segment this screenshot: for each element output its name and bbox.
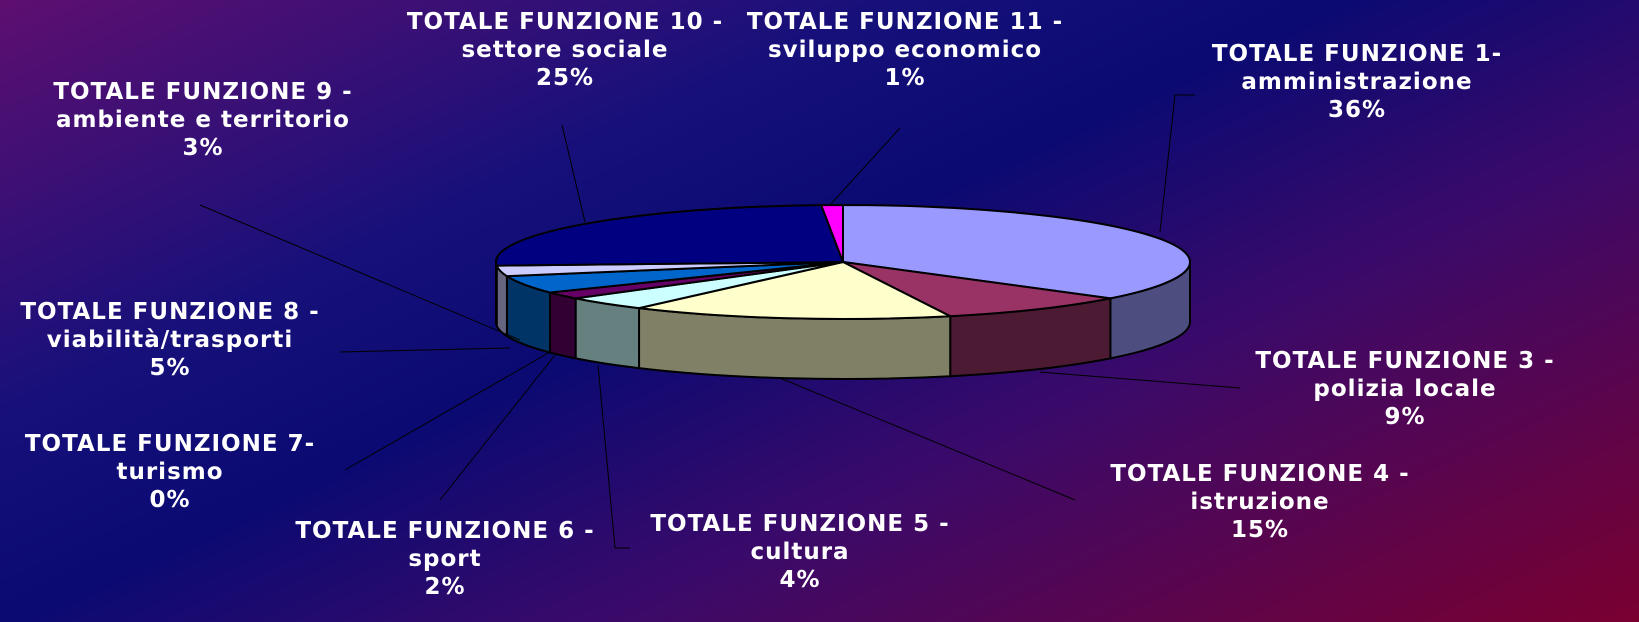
leader-line	[1039, 371, 1241, 389]
slice	[503, 261, 844, 354]
slice-label: TOTALE FUNZIONE 10 - settore sociale	[406, 9, 724, 63]
value-label: 1%	[884, 65, 926, 91]
slice-label: TOTALE FUNZIONE 8 - viabilità/trasporti	[20, 299, 320, 353]
value-label: 3%	[182, 135, 224, 161]
slice	[842, 203, 1191, 360]
slice-label: TOTALE FUNZIONE 3 - polizia locale	[1255, 348, 1555, 402]
value-label: 9%	[1384, 404, 1426, 430]
leader-line	[779, 377, 1076, 501]
slice-label: TOTALE FUNZIONE 4 - istruzione	[1110, 461, 1410, 515]
slice-side	[495, 261, 498, 326]
slice-label: TOTALE FUNZIONE 7- turismo	[24, 431, 316, 485]
leader-line	[1159, 94, 1195, 233]
slice-top	[842, 203, 1191, 300]
value-label: 2%	[424, 574, 466, 600]
slice-top	[495, 204, 845, 267]
slice-top	[638, 260, 955, 320]
leader-line	[199, 204, 521, 341]
leader-line	[344, 351, 551, 471]
slice	[574, 261, 844, 370]
slice-side	[574, 297, 641, 370]
slice	[842, 261, 1112, 378]
value-label: 36%	[1327, 97, 1387, 123]
slice	[819, 203, 844, 263]
leader-line	[597, 364, 630, 549]
slice-top	[842, 261, 1111, 318]
leader-line	[439, 354, 556, 501]
slice-label: TOTALE FUNZIONE 6 - sport	[295, 518, 595, 572]
value-label: 5%	[149, 355, 191, 381]
slice	[638, 260, 955, 380]
leader-line	[561, 124, 586, 223]
slice-label: TOTALE FUNZIONE 11 - sviluppo economico	[746, 9, 1064, 63]
slice-top	[819, 203, 844, 263]
slice-label: TOTALE FUNZIONE 9 - ambiente e territori…	[53, 79, 353, 133]
leader-line	[829, 127, 901, 206]
slice	[495, 204, 845, 326]
slice-label: TOTALE FUNZIONE 5 - cultura	[650, 511, 950, 565]
leader-line	[339, 347, 511, 353]
value-label: 25%	[535, 65, 595, 91]
value-label: 4%	[779, 567, 821, 593]
slice-label: TOTALE FUNZIONE 1- amministrazione	[1211, 41, 1503, 95]
slice-side	[549, 291, 577, 360]
value-label: 15%	[1230, 517, 1290, 543]
value-label: 0%	[149, 487, 191, 513]
